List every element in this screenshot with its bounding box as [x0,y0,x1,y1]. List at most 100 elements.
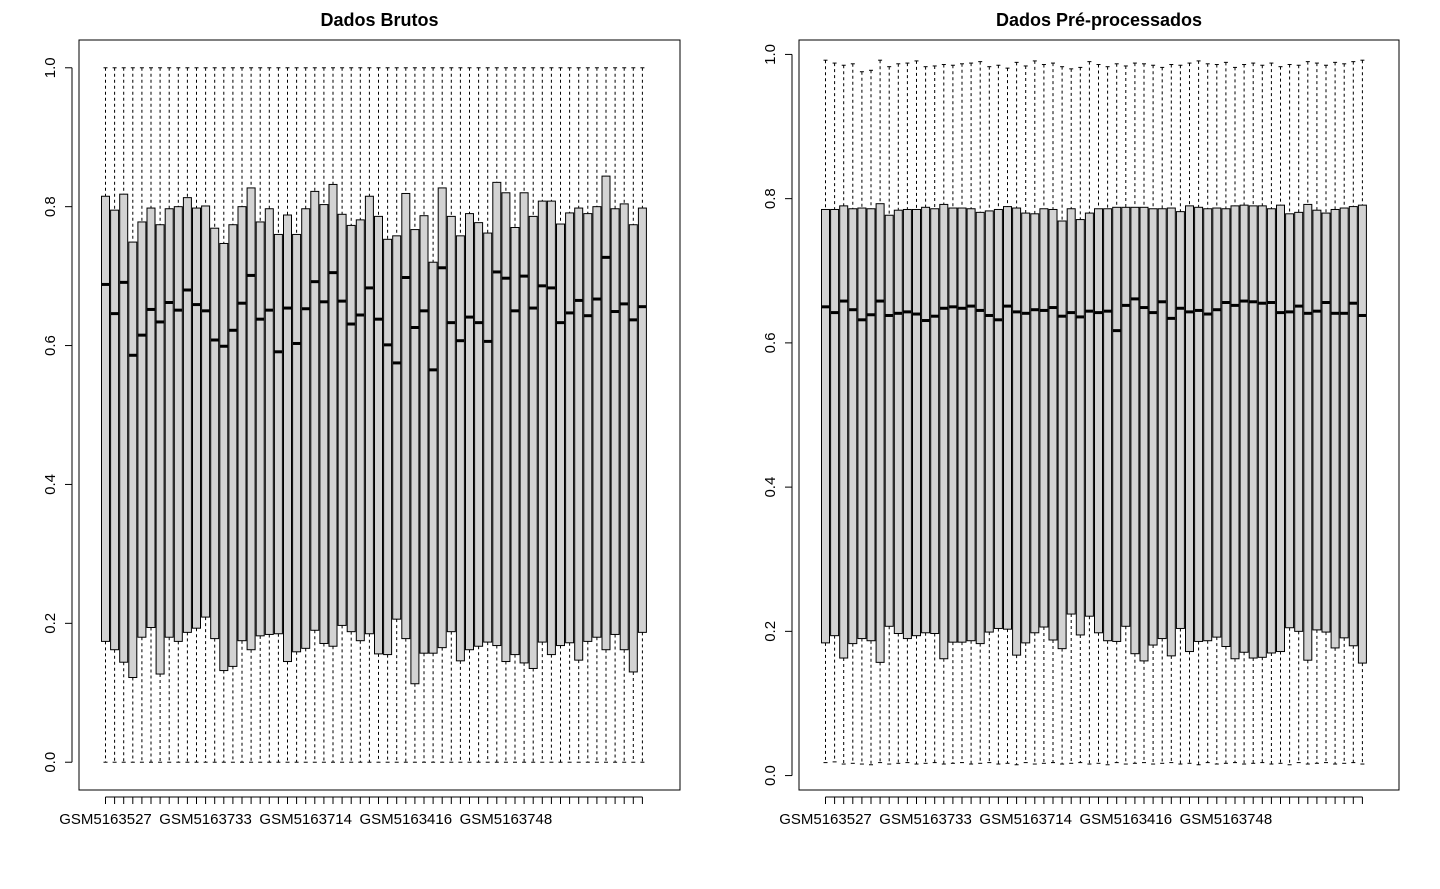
iqr-box [1066,208,1076,615]
iqr-box [592,206,602,638]
iqr-box [1103,208,1113,642]
iqr-box [912,208,921,637]
iqr-box [346,224,356,633]
iqr-box [921,206,931,634]
box-sample [1066,68,1076,764]
iqr-box [101,195,110,642]
iqr-box [164,208,174,638]
box-sample [374,67,383,763]
box-sample [201,67,211,763]
box-sample [1021,65,1031,764]
iqr-box [510,227,520,656]
box-sample [210,67,220,763]
iqr-box [392,235,402,620]
box-sample [501,67,511,763]
iqr-box [1312,209,1322,631]
iqr-box [119,193,129,663]
iqr-box [1057,220,1067,650]
iqr-box [574,207,584,661]
box-sample [128,67,138,763]
y-tick-label: 0.4 [42,474,59,495]
iqr-box [866,208,876,642]
box-sample [1276,66,1285,764]
iqr-box [975,211,985,645]
box-sample [465,67,474,763]
box-sample [264,67,274,763]
iqr-box [1112,206,1122,642]
iqr-box [993,208,1003,629]
iqr-box [1021,212,1031,644]
box-sample [392,67,402,763]
box-sample [975,61,985,764]
box-sample [273,67,283,763]
iqr-box [283,214,292,663]
x-tick-label: GSM5163527 [779,811,872,828]
iqr-box [201,205,211,618]
iqr-box [219,242,229,672]
iqr-box [428,261,438,654]
x-axis: GSM5163527 GSM5163733 GSM5163714 GSM5163416… [779,796,1363,828]
box-sample [301,67,311,763]
box-sample [437,67,447,763]
iqr-box [902,208,912,640]
iqr-box [1130,206,1140,655]
box-sample [528,67,538,763]
iqr-box [1148,208,1158,646]
iqr-box [465,213,474,651]
iqr-box [446,215,456,633]
x-tick-label: GSM5163416 [1080,811,1173,828]
box-sample [483,67,493,763]
box-sample [1212,64,1222,765]
y-tick-label: 1.0 [42,57,59,78]
box-sample [1130,62,1140,764]
box-sample [1012,61,1022,766]
iqr-box [401,192,411,640]
iqr-box [146,207,156,629]
iqr-box [1294,211,1304,632]
box-sample [1003,67,1012,764]
box-sample [939,64,949,765]
box-sample [137,67,147,763]
box-sample [857,71,867,765]
x-tick-label: GSM5163733 [879,811,972,828]
boxplot-panel-raw: Dados Brutos 0.0 0.2 0.4 0.6 0.8 1.0 GSM51635… [42,10,681,828]
x-tick-label: GSM5163714 [979,811,1072,828]
box-sample [912,60,921,765]
iqr-box [839,205,849,659]
iqr-box [1221,208,1231,647]
iqr-box [255,221,265,637]
iqr-box [1185,205,1194,653]
iqr-box [228,224,238,667]
box-sample [146,67,156,763]
box-sample [1239,64,1249,765]
iqr-box [1094,208,1103,634]
box-sample [1039,64,1049,764]
box-sample [966,62,976,765]
iqr-box [848,208,858,645]
box-sample [884,66,894,765]
iqr-box [583,213,593,642]
box-sample [637,67,647,763]
iqr-box [501,192,511,663]
box-sample [1139,63,1149,764]
box-sample [1185,62,1194,764]
iqr-box [939,203,949,660]
iqr-box [1075,219,1085,636]
iqr-box [984,210,994,633]
iqr-box [1266,208,1276,654]
box-sample [1330,61,1340,765]
iqr-box [1203,208,1213,642]
box-sample [410,67,420,763]
iqr-box [1330,208,1340,649]
iqr-box [957,207,967,643]
box-sample [546,67,556,763]
iqr-box [1285,213,1295,629]
iqr-box [246,187,256,651]
box-sample [292,67,302,763]
box-sample [1230,66,1240,764]
box-sample [1266,62,1276,765]
box-sample [364,67,374,763]
y-tick-label: 0.8 [42,196,59,217]
box-sample [219,67,229,763]
